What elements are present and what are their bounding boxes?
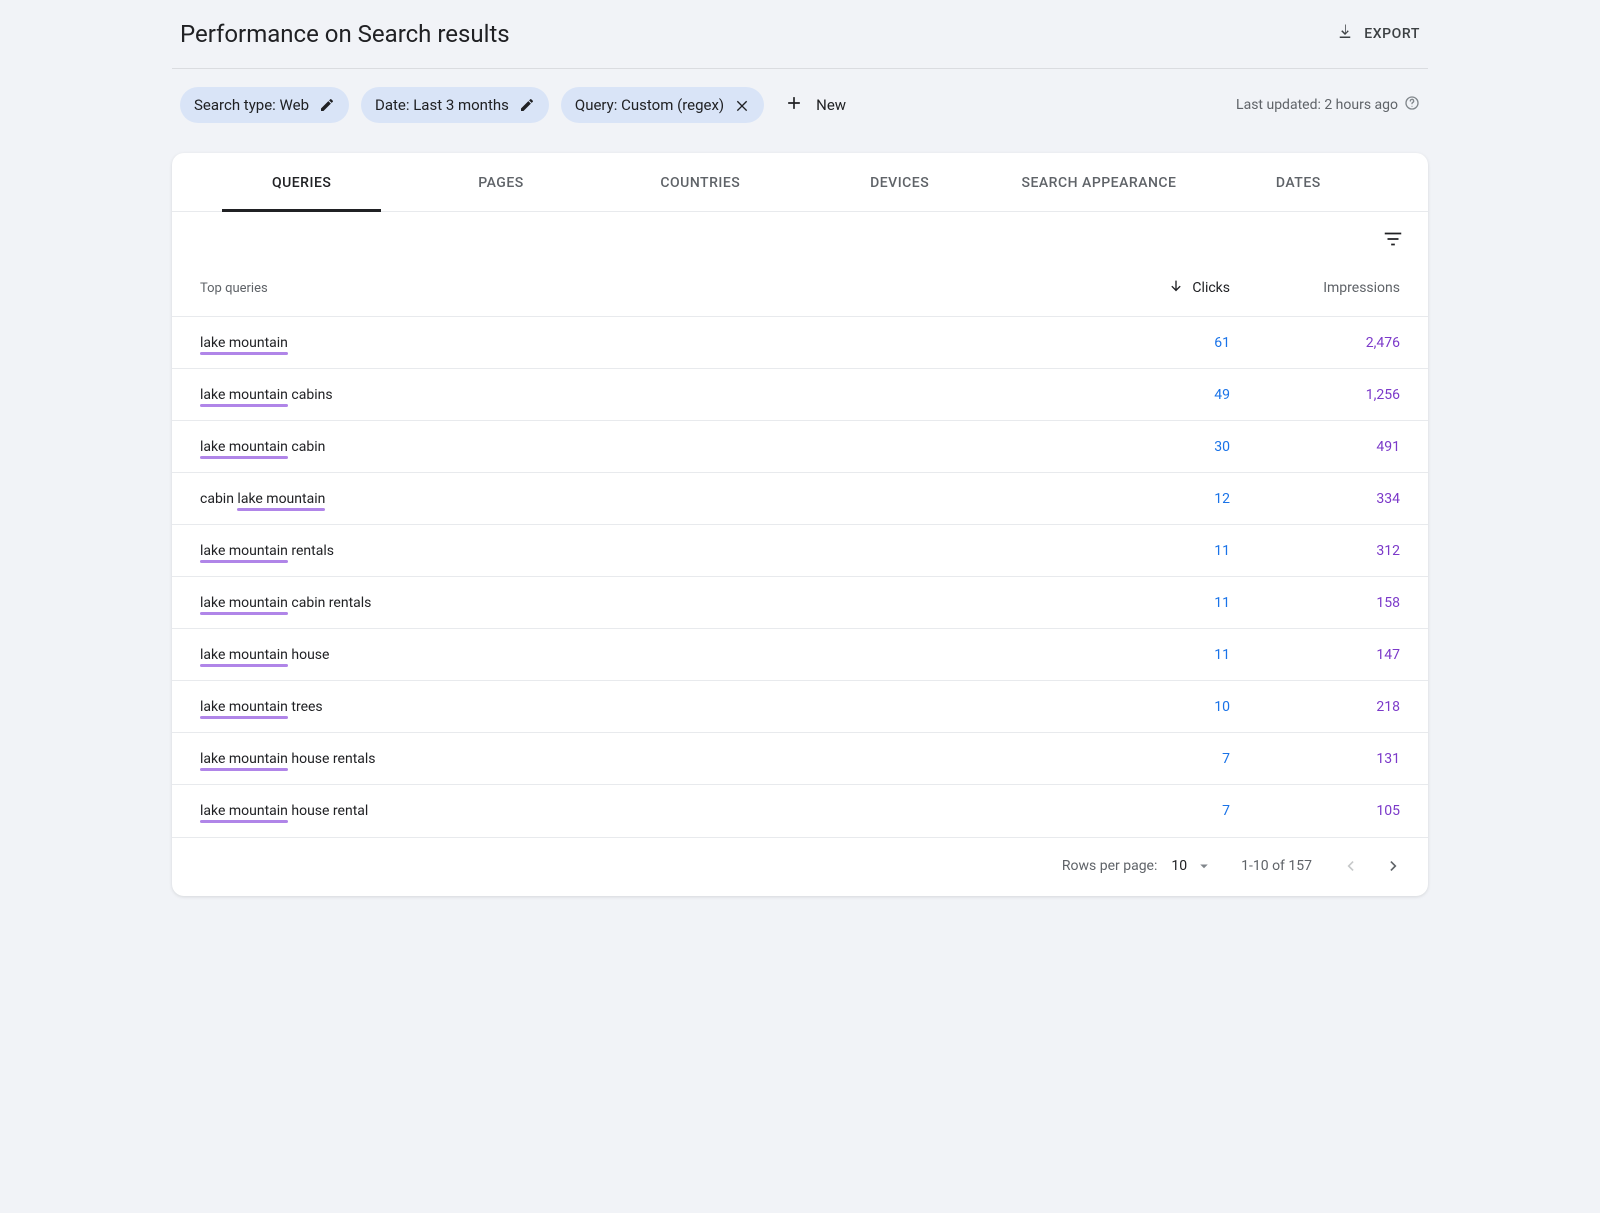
filter-chip[interactable]: Search type: Web <box>180 87 349 123</box>
impressions-cell: 131 <box>1230 751 1400 767</box>
table-row[interactable]: lake mountain cabins491,256 <box>172 369 1428 421</box>
column-header-clicks[interactable]: Clicks <box>1080 278 1230 298</box>
help-icon[interactable] <box>1404 95 1420 115</box>
clicks-cell: 49 <box>1080 387 1230 403</box>
column-header-impressions[interactable]: Impressions <box>1230 280 1400 296</box>
rows-per-page-value: 10 <box>1171 858 1187 874</box>
query-cell: lake mountain trees <box>200 699 1080 715</box>
impressions-cell: 334 <box>1230 491 1400 507</box>
results-card: QUERIESPAGESCOUNTRIESDEVICESSEARCH APPEA… <box>172 153 1428 896</box>
clicks-cell: 11 <box>1080 647 1230 663</box>
pencil-icon[interactable] <box>319 97 335 113</box>
query-cell: lake mountain cabin rentals <box>200 595 1080 611</box>
filter-chip-label: Date: Last 3 months <box>375 96 509 114</box>
rows-per-page-label: Rows per page: <box>1062 858 1157 874</box>
clicks-header-label: Clicks <box>1192 280 1230 296</box>
clicks-cell: 7 <box>1080 751 1230 767</box>
tab-queries[interactable]: QUERIES <box>202 153 401 211</box>
tab-devices[interactable]: DEVICES <box>800 153 999 211</box>
query-cell: lake mountain cabin <box>200 439 1080 455</box>
add-filter-label: New <box>816 96 846 114</box>
impressions-cell: 491 <box>1230 439 1400 455</box>
highlight: lake mountain <box>200 699 288 715</box>
query-cell: cabin lake mountain <box>200 491 1080 507</box>
clicks-cell: 10 <box>1080 699 1230 715</box>
table-row[interactable]: lake mountain house rental7105 <box>172 785 1428 837</box>
impressions-cell: 105 <box>1230 803 1400 819</box>
impressions-cell: 312 <box>1230 543 1400 559</box>
last-updated-label: Last updated: 2 hours ago <box>1236 97 1398 113</box>
pencil-icon[interactable] <box>519 97 535 113</box>
impressions-cell: 158 <box>1230 595 1400 611</box>
query-cell: lake mountain rentals <box>200 543 1080 559</box>
impressions-cell: 218 <box>1230 699 1400 715</box>
table-row[interactable]: lake mountain house11147 <box>172 629 1428 681</box>
filter-chip-label: Query: Custom (regex) <box>575 96 724 114</box>
highlight: lake mountain <box>200 595 288 611</box>
last-updated: Last updated: 2 hours ago <box>1236 95 1420 115</box>
impressions-cell: 147 <box>1230 647 1400 663</box>
tab-countries[interactable]: COUNTRIES <box>601 153 800 211</box>
next-page-button[interactable] <box>1384 856 1404 876</box>
clicks-cell: 12 <box>1080 491 1230 507</box>
tab-dates[interactable]: DATES <box>1199 153 1398 211</box>
table-row[interactable]: lake mountain trees10218 <box>172 681 1428 733</box>
prev-page-button[interactable] <box>1340 856 1360 876</box>
highlight: lake mountain <box>200 647 288 663</box>
column-header-queries[interactable]: Top queries <box>200 281 1080 296</box>
filter-icon[interactable] <box>1382 228 1404 250</box>
highlight: lake mountain <box>200 387 288 403</box>
filter-chip-label: Search type: Web <box>194 96 309 114</box>
table-row[interactable]: lake mountain cabin30491 <box>172 421 1428 473</box>
table-row[interactable]: cabin lake mountain12334 <box>172 473 1428 525</box>
table-row[interactable]: lake mountain cabin rentals11158 <box>172 577 1428 629</box>
table-row[interactable]: lake mountain house rentals7131 <box>172 733 1428 785</box>
query-cell: lake mountain house rental <box>200 803 1080 819</box>
clicks-cell: 11 <box>1080 543 1230 559</box>
page-range: 1-10 of 157 <box>1241 858 1312 874</box>
highlight: lake mountain <box>200 439 288 455</box>
tab-search-appearance[interactable]: SEARCH APPEARANCE <box>999 153 1198 211</box>
highlight: lake mountain <box>200 335 288 351</box>
export-label: EXPORT <box>1364 26 1420 42</box>
clicks-cell: 7 <box>1080 803 1230 819</box>
highlight: lake mountain <box>200 751 288 767</box>
query-cell: lake mountain house rentals <box>200 751 1080 767</box>
clicks-cell: 11 <box>1080 595 1230 611</box>
add-filter-button[interactable]: New <box>784 93 846 117</box>
query-cell: lake mountain <box>200 335 1080 351</box>
tab-pages[interactable]: PAGES <box>401 153 600 211</box>
highlight: lake mountain <box>200 803 288 819</box>
clicks-cell: 30 <box>1080 439 1230 455</box>
highlight: lake mountain <box>200 543 288 559</box>
close-icon[interactable] <box>734 97 750 113</box>
table-row[interactable]: lake mountain rentals11312 <box>172 525 1428 577</box>
rows-per-page-select[interactable]: 10 <box>1171 857 1213 875</box>
filter-chip[interactable]: Query: Custom (regex) <box>561 87 764 123</box>
impressions-cell: 2,476 <box>1230 335 1400 351</box>
highlight: lake mountain <box>237 491 325 507</box>
query-cell: lake mountain house <box>200 647 1080 663</box>
sort-desc-icon <box>1168 278 1184 298</box>
chevron-down-icon <box>1195 857 1213 875</box>
page-title: Performance on Search results <box>180 20 510 48</box>
table-row[interactable]: lake mountain 612,476 <box>172 317 1428 369</box>
download-icon <box>1336 23 1354 45</box>
clicks-cell: 61 <box>1080 335 1230 351</box>
filter-chip[interactable]: Date: Last 3 months <box>361 87 549 123</box>
query-cell: lake mountain cabins <box>200 387 1080 403</box>
impressions-cell: 1,256 <box>1230 387 1400 403</box>
plus-icon <box>784 93 804 117</box>
export-button[interactable]: EXPORT <box>1336 23 1428 45</box>
